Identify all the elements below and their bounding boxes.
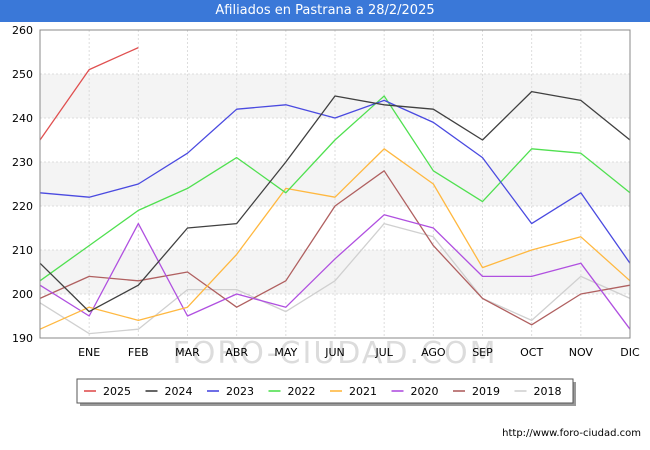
legend: 2025 2024 2023 2022 2021 2020 2019 2018	[76, 378, 576, 406]
x-tick-label: JUN	[324, 346, 345, 359]
x-tick-label: NOV	[569, 346, 594, 359]
series-line-2022	[39, 95, 631, 282]
legend-label-2022: 2022	[288, 385, 316, 398]
series-line-2019	[39, 170, 631, 326]
x-tick-label: MAR	[175, 346, 200, 359]
series-line-2023	[39, 99, 631, 264]
y-tick-label: 260	[12, 24, 33, 37]
y-tick-label: 190	[12, 332, 33, 345]
y-tick-label: 250	[12, 68, 33, 81]
chart-title: Afiliados en Pastrana a 28/2/2025	[0, 0, 650, 22]
series-line-2025	[39, 47, 139, 141]
source-url[interactable]: http://www.foro-ciudad.com	[502, 428, 641, 439]
x-tick-label: MAY	[274, 346, 297, 359]
series-line-2024	[39, 90, 631, 313]
x-tick-label: DIC	[620, 346, 640, 359]
y-tick-label: 230	[12, 156, 33, 169]
y-axis-ticks: 190 200 210 220 230 240 250 260	[12, 24, 33, 345]
series-line-2018	[39, 222, 631, 335]
x-tick-label: FEB	[128, 346, 149, 359]
x-axis-ticks: ENE FEB MAR ABR MAY JUN JUL AGO SEP OCT NOV DIC	[78, 346, 640, 359]
y-tick-label: 220	[12, 200, 33, 213]
series-lines	[39, 47, 631, 335]
legend-entries: 2025 2024 2023 2022 2021 2020 2019 2018	[84, 385, 562, 398]
x-tick-label: ENE	[78, 346, 100, 359]
x-tick-label: SEP	[472, 346, 493, 359]
series-line-2020	[39, 214, 631, 330]
y-tick-label: 240	[12, 112, 33, 125]
legend-label-2021: 2021	[349, 385, 377, 398]
grid-lines	[40, 29, 630, 339]
watermark: FORO-CIUDAD.COM	[173, 336, 498, 371]
legend-box	[76, 378, 574, 404]
y-tick-label: 210	[12, 244, 33, 257]
y-tick-label: 200	[12, 288, 33, 301]
legend-label-2023: 2023	[226, 385, 254, 398]
legend-label-2020: 2020	[411, 385, 439, 398]
legend-label-2024: 2024	[165, 385, 193, 398]
x-tick-label: ABR	[225, 346, 248, 359]
legend-label-2025: 2025	[103, 385, 131, 398]
x-tick-label: OCT	[520, 346, 543, 359]
series-line-2021	[39, 148, 631, 330]
x-tick-label: JUL	[374, 346, 393, 359]
legend-label-2018: 2018	[534, 385, 562, 398]
x-tick-label: AGO	[421, 346, 446, 359]
plot-border	[39, 29, 631, 339]
legend-label-2019: 2019	[472, 385, 500, 398]
